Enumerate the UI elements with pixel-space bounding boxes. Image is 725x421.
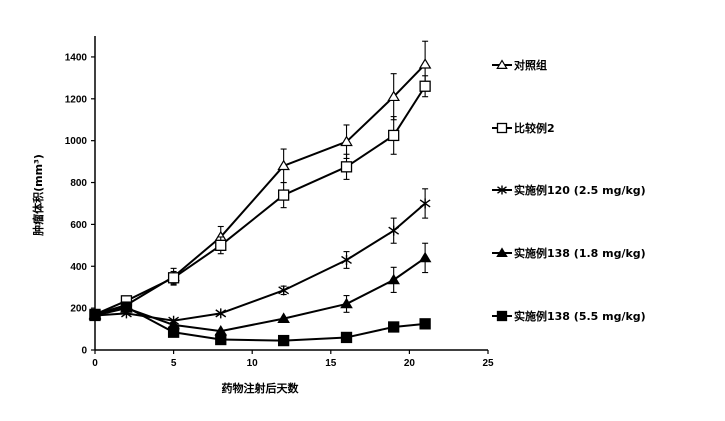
data-point: [387, 273, 400, 285]
data-point: [496, 59, 508, 69]
x-axis-title: 药物注射后天数: [222, 381, 300, 395]
legend-label: 实施例120 (2.5 mg/kg): [514, 183, 646, 197]
legend-item: 对照组: [492, 58, 547, 72]
series-line: [94, 85, 426, 316]
y-tick-label: 1200: [65, 94, 88, 105]
y-tick-label: 1000: [65, 136, 88, 147]
data-point: [277, 159, 290, 171]
legend-label: 比较例2: [514, 121, 555, 135]
x-ticks: 0 5 10 15 20 25: [92, 350, 494, 369]
data-point: [497, 185, 507, 195]
data-point: [278, 285, 290, 296]
y-tick-label: 600: [70, 220, 87, 231]
x-tick-label: 25: [482, 358, 494, 369]
data-point: [388, 321, 400, 333]
legend-label: 实施例138 (1.8 mg/kg): [514, 246, 646, 260]
data-point: [167, 326, 180, 338]
y-tick-label: 1400: [65, 52, 88, 63]
data-point: [215, 239, 227, 251]
y-axis-title: 肿瘤体积(mm³): [31, 154, 45, 236]
x-tick-label: 20: [404, 358, 416, 369]
y-tick-label: 0: [81, 346, 87, 357]
data-point: [496, 247, 508, 257]
data-point: [418, 58, 432, 69]
data-point: [340, 135, 353, 147]
data-point: [340, 331, 353, 344]
series-line: [94, 306, 426, 342]
data-point: [419, 198, 431, 209]
y-tick-label: 400: [70, 262, 87, 273]
data-point: [89, 309, 101, 322]
x-tick-label: 10: [247, 358, 259, 369]
data-point: [496, 122, 508, 134]
data-point: [341, 254, 352, 265]
data-point: [215, 333, 227, 346]
legend-item: 实施例138 (1.8 mg/kg): [492, 246, 646, 260]
series-5: [89, 301, 431, 347]
series-line: [94, 202, 426, 322]
x-tick-label: 5: [171, 358, 177, 369]
y-tick-label: 800: [70, 178, 87, 189]
data-point: [277, 312, 290, 323]
data-point: [388, 129, 400, 142]
data-point: [387, 90, 400, 102]
x-tick-label: 0: [92, 358, 98, 369]
data-point: [496, 310, 508, 322]
data-point: [215, 308, 227, 319]
x-tick-label: 15: [325, 358, 337, 369]
series-3: [89, 188, 431, 326]
series-1: [88, 40, 432, 319]
data-point: [419, 80, 431, 92]
axes: [94, 36, 488, 351]
legend-item: 实施例120 (2.5 mg/kg): [492, 183, 646, 197]
data-point: [120, 301, 133, 313]
data-point: [418, 251, 432, 263]
legend-item: 实施例138 (5.5 mg/kg): [492, 309, 646, 323]
data-point: [388, 225, 400, 236]
data-point: [277, 189, 290, 201]
legend-label: 对照组: [514, 58, 547, 72]
data-point: [340, 161, 353, 173]
data-point: [419, 318, 431, 330]
y-tick-label: 200: [70, 304, 87, 315]
data-point: [340, 297, 353, 309]
series-2: [89, 75, 431, 321]
legend-label: 实施例138 (5.5 mg/kg): [514, 309, 646, 323]
data-point: [277, 334, 290, 347]
y-ticks: 0 200 400 600 800 1000 1200 1400: [65, 52, 95, 357]
series-layer: [88, 40, 432, 347]
series-line: [94, 63, 426, 316]
series-4: [88, 242, 432, 336]
data-point: [167, 272, 180, 284]
legend-item: 比较例2: [492, 121, 555, 135]
